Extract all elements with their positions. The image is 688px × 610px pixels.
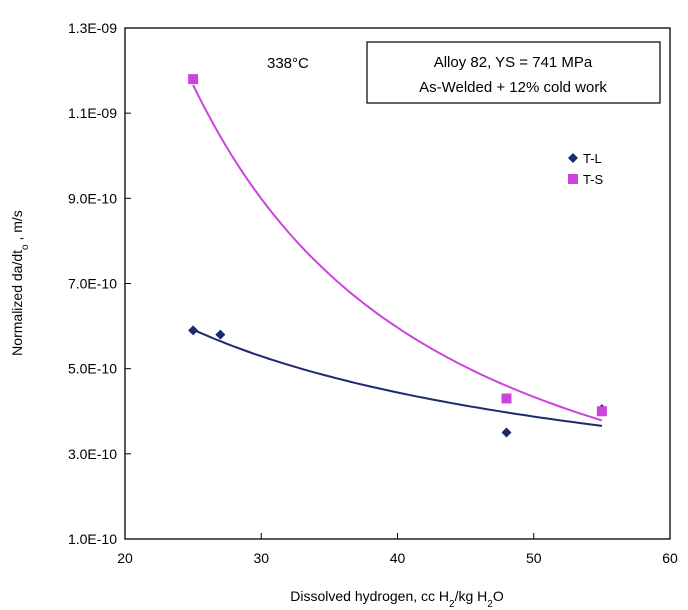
legend-label-t-s: T-S [583,172,604,187]
y-tick-label: 1.0E-10 [68,531,117,547]
x-axis-ticks: 20 30 40 50 60 [117,533,678,566]
y-axis-ticks: 1.0E-10 3.0E-10 5.0E-10 7.0E-10 9.0E-10 1.1E-… [68,20,131,547]
x-tick-label: 30 [253,550,269,566]
data-point-t-s [596,406,607,417]
x-tick-label: 50 [526,550,542,566]
x-axis-title: Dissolved hydrogen, cc H2/kg H2O [290,588,504,610]
x-tick-label: 60 [662,550,678,566]
y-axis-title: Normalized da/dto , m/s [9,210,31,356]
y-tick-label: 3.0E-10 [68,446,117,462]
y-tick-label: 1.1E-09 [68,105,117,121]
info-box: Alloy 82, YS = 741 MPa As-Welded + 12% c… [366,41,661,104]
info-box-line-2: As-Welded + 12% cold work [419,79,607,96]
data-point-t-l [188,325,199,336]
plot-area [124,27,671,540]
trend-line-t-s [192,84,603,422]
y-tick-label: 1.3E-09 [68,20,117,36]
x-tick-label: 40 [390,550,406,566]
legend-marker-t-s [568,174,578,184]
y-tick-label: 9.0E-10 [68,190,117,206]
data-point-t-l [501,427,512,438]
data-point-t-l [215,329,226,340]
data-points [188,74,607,438]
legend: T-L T-S [568,151,604,187]
y-tick-label: 7.0E-10 [68,276,117,292]
info-box-line-1: Alloy 82, YS = 741 MPa [434,54,593,71]
trend-line-t-l [192,328,603,427]
data-point-t-s [501,393,512,404]
y-tick-label: 5.0E-10 [68,361,117,377]
temperature-annotation: 338°C [267,55,309,72]
legend-label-t-l: T-L [583,151,602,166]
legend-marker-t-l [568,153,578,163]
x-tick-label: 20 [117,550,133,566]
data-point-t-s [188,74,199,85]
trend-lines [192,84,603,427]
